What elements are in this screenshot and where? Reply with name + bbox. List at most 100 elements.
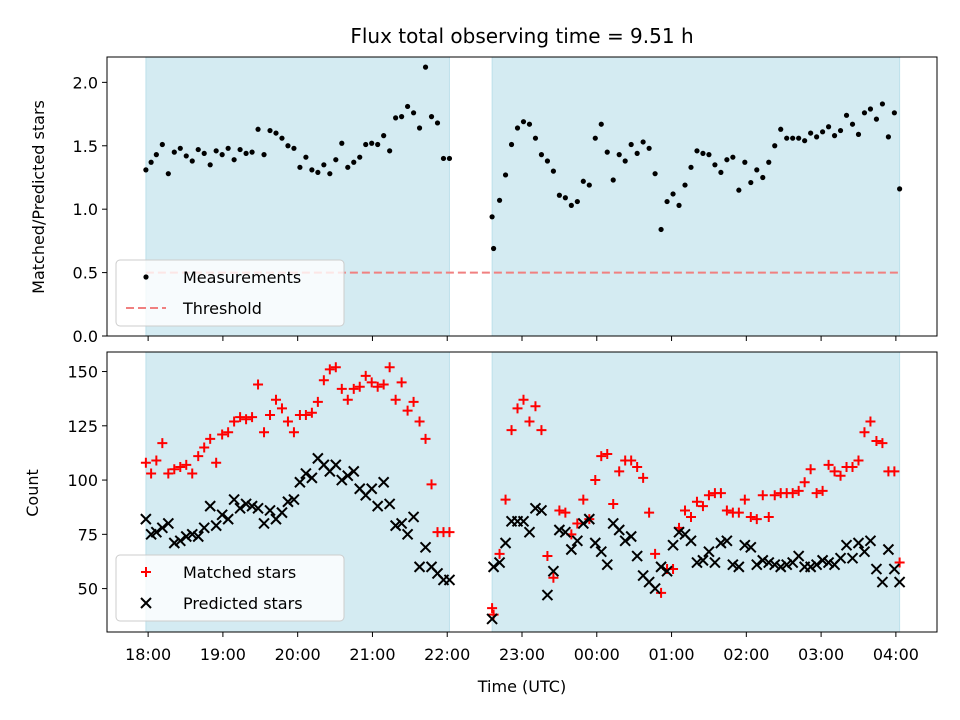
matched-star-point <box>384 362 395 373</box>
count-panel: 50 75 100 125 150 18:00 19:00 20:00 21:00 22:00 23… <box>67 351 938 664</box>
matched-star-point <box>330 362 341 373</box>
measurement-point <box>502 172 509 178</box>
predicted-star-point <box>413 561 426 573</box>
measurement-point <box>724 157 730 163</box>
predicted-star-point <box>571 535 584 547</box>
matched-star-point <box>829 466 840 477</box>
measurement-point <box>243 150 249 156</box>
predicted-star-point <box>377 476 390 488</box>
measurement-point <box>700 150 706 156</box>
matched-star-point <box>859 427 870 438</box>
predicted-star-point <box>389 519 402 532</box>
x-tick-label: 22:00 <box>424 645 470 664</box>
predicted-star-point <box>810 559 823 571</box>
predicted-star-point <box>198 522 210 534</box>
measurement-point <box>766 159 772 165</box>
predicted-star-point <box>222 513 234 525</box>
predicted-star-point <box>733 561 745 573</box>
y-tick-label: 50 <box>78 580 98 599</box>
matched-star-point <box>205 433 216 444</box>
observing-interval-1 <box>491 351 901 633</box>
predicted-star-point <box>661 565 673 577</box>
predicted-star-point <box>751 559 763 571</box>
matched-star-point <box>536 425 547 436</box>
measurement-point <box>849 121 856 127</box>
y-tick-label: 2.0 <box>73 73 98 92</box>
predicted-star-point <box>365 483 378 495</box>
measurement-point <box>873 116 880 122</box>
matched-star-point <box>835 470 846 481</box>
measurement-point <box>434 120 441 126</box>
measurement-point <box>652 171 658 177</box>
matched-star-point <box>354 381 365 392</box>
predicted-star-point <box>673 526 685 538</box>
predicted-star-point <box>589 537 601 549</box>
matched-star-point <box>193 451 204 462</box>
top-y-axis-label: Matched/Predicted stars <box>29 100 48 294</box>
measurement-point <box>357 154 363 160</box>
matched-star-point <box>169 464 180 475</box>
measurement-point <box>428 114 435 120</box>
matched-star-point <box>608 498 619 509</box>
measurement-point <box>159 141 165 148</box>
measurement-point <box>556 192 562 198</box>
matched-star-point <box>348 383 359 394</box>
measurement-point <box>843 112 850 118</box>
matched-star-point <box>769 490 780 501</box>
predicted-star-point <box>613 524 625 536</box>
measurement-point <box>267 127 273 134</box>
matched-star-point <box>426 479 437 490</box>
matched-star-point <box>312 396 323 407</box>
x-tick-label: 20:00 <box>275 645 321 664</box>
measurement-point <box>718 169 724 176</box>
measurement-point <box>610 177 616 183</box>
matched-star-point <box>721 505 732 516</box>
predicted-star-point <box>763 556 775 569</box>
predicted-star-point <box>840 539 853 551</box>
measurement-point <box>682 182 688 188</box>
y-tick-label: 75 <box>78 525 98 544</box>
y-tick-label: 125 <box>67 417 98 436</box>
predicted-star-point <box>258 517 270 530</box>
matched-star-point <box>444 527 455 538</box>
predicted-star-point <box>348 465 360 478</box>
measurement-point <box>514 125 521 131</box>
matched-star-point <box>140 457 151 468</box>
measurement-point <box>237 146 243 153</box>
predicted-star-point <box>192 530 204 543</box>
predicted-star-point <box>306 472 318 484</box>
matched-star-point <box>596 451 607 462</box>
matched-star-point <box>518 394 529 405</box>
predicted-star-point <box>216 509 228 521</box>
measurement-point <box>207 162 213 168</box>
matched-star-point <box>181 459 192 470</box>
predicted-star-point <box>595 545 607 558</box>
predicted-star-point <box>395 517 408 530</box>
measurement-point <box>628 141 634 148</box>
matched-star-point <box>745 511 756 522</box>
matched-star-point <box>229 416 240 427</box>
measurement-point <box>333 157 339 163</box>
predicted-star-point <box>727 559 739 571</box>
matched-star-point <box>408 396 419 407</box>
legend-box <box>115 259 345 327</box>
legend-marker-matched <box>141 567 151 577</box>
matched-star-point <box>253 379 264 390</box>
measurement-point <box>861 110 868 116</box>
measurement-point <box>399 114 405 120</box>
predicted-star-point <box>649 582 661 595</box>
predicted-star-point <box>691 556 703 569</box>
measurement-point <box>712 162 718 168</box>
predicted-star-point <box>174 535 186 547</box>
predicted-star-point <box>371 500 384 512</box>
predicted-star-point <box>745 541 757 554</box>
measurement-point <box>586 182 592 188</box>
measurement-point <box>622 158 628 164</box>
matched-star-point <box>763 511 774 522</box>
matched-star-point <box>336 383 347 394</box>
matched-star-point <box>811 488 822 499</box>
y-tick-label: 100 <box>67 471 98 490</box>
ratio-panel: 0.0 0.5 1.0 1.5 2.0 Measurements Threshold <box>73 56 938 346</box>
predicted-star-point <box>486 613 498 625</box>
matched-star-point <box>318 375 329 386</box>
